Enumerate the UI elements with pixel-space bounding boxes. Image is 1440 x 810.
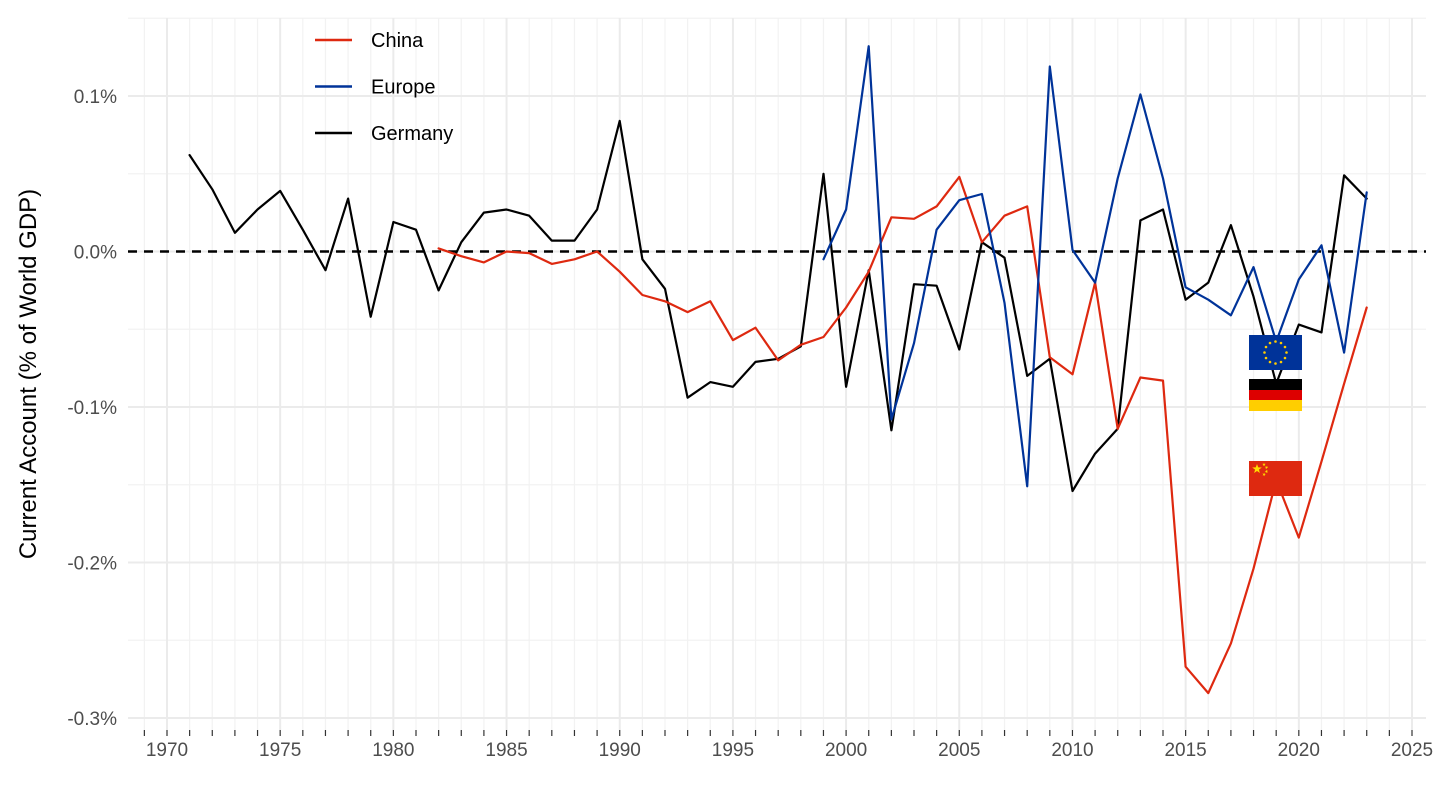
y-axis-ticks: -0.3% -0.2% -0.1% 0.0% 0.1%	[67, 87, 117, 730]
legend-item-europe: Europe	[315, 77, 436, 99]
y-tick-label: -0.1%	[67, 398, 117, 419]
x-tick-label: 2015	[1164, 740, 1206, 761]
legend-label: Europe	[371, 77, 436, 99]
y-tick-label: -0.3%	[67, 709, 117, 730]
x-tick-label: 2000	[825, 740, 867, 761]
x-tick-label: 2020	[1278, 740, 1320, 761]
legend-label: Germany	[371, 123, 453, 145]
china-flag-icon	[1249, 461, 1302, 496]
y-tick-label: -0.2%	[67, 554, 117, 575]
eu-flag-icon	[1249, 335, 1302, 370]
x-tick-label: 1975	[259, 740, 301, 761]
legend-item-germany: Germany	[315, 123, 453, 145]
germany-flag-icon	[1249, 379, 1302, 411]
legend-label: China	[371, 30, 424, 52]
x-tick-label: 1995	[712, 740, 754, 761]
x-tick-label: 1970	[146, 740, 188, 761]
legend: China Europe Germany	[315, 30, 453, 145]
y-axis-title: Current Account (% of World GDP)	[15, 189, 42, 559]
x-tick-label: 2025	[1391, 740, 1433, 761]
x-axis-ticks: 1970 1975 1980 1985 1990 1995 2000 2005 2010 2015…	[143, 730, 1433, 761]
flag-markers	[1249, 335, 1302, 496]
x-tick-label: 1990	[599, 740, 641, 761]
series-line-china	[437, 175, 1368, 695]
x-tick-label: 2005	[938, 740, 980, 761]
x-tick-label: 2010	[1051, 740, 1093, 761]
minor-gridlines	[128, 17, 1426, 730]
x-tick-label: 1985	[485, 740, 527, 761]
major-gridlines	[128, 18, 1426, 730]
legend-item-china: China	[315, 30, 424, 52]
y-tick-label: 0.0%	[74, 243, 117, 264]
y-tick-label: 0.1%	[74, 87, 117, 108]
x-tick-label: 1980	[372, 740, 414, 761]
